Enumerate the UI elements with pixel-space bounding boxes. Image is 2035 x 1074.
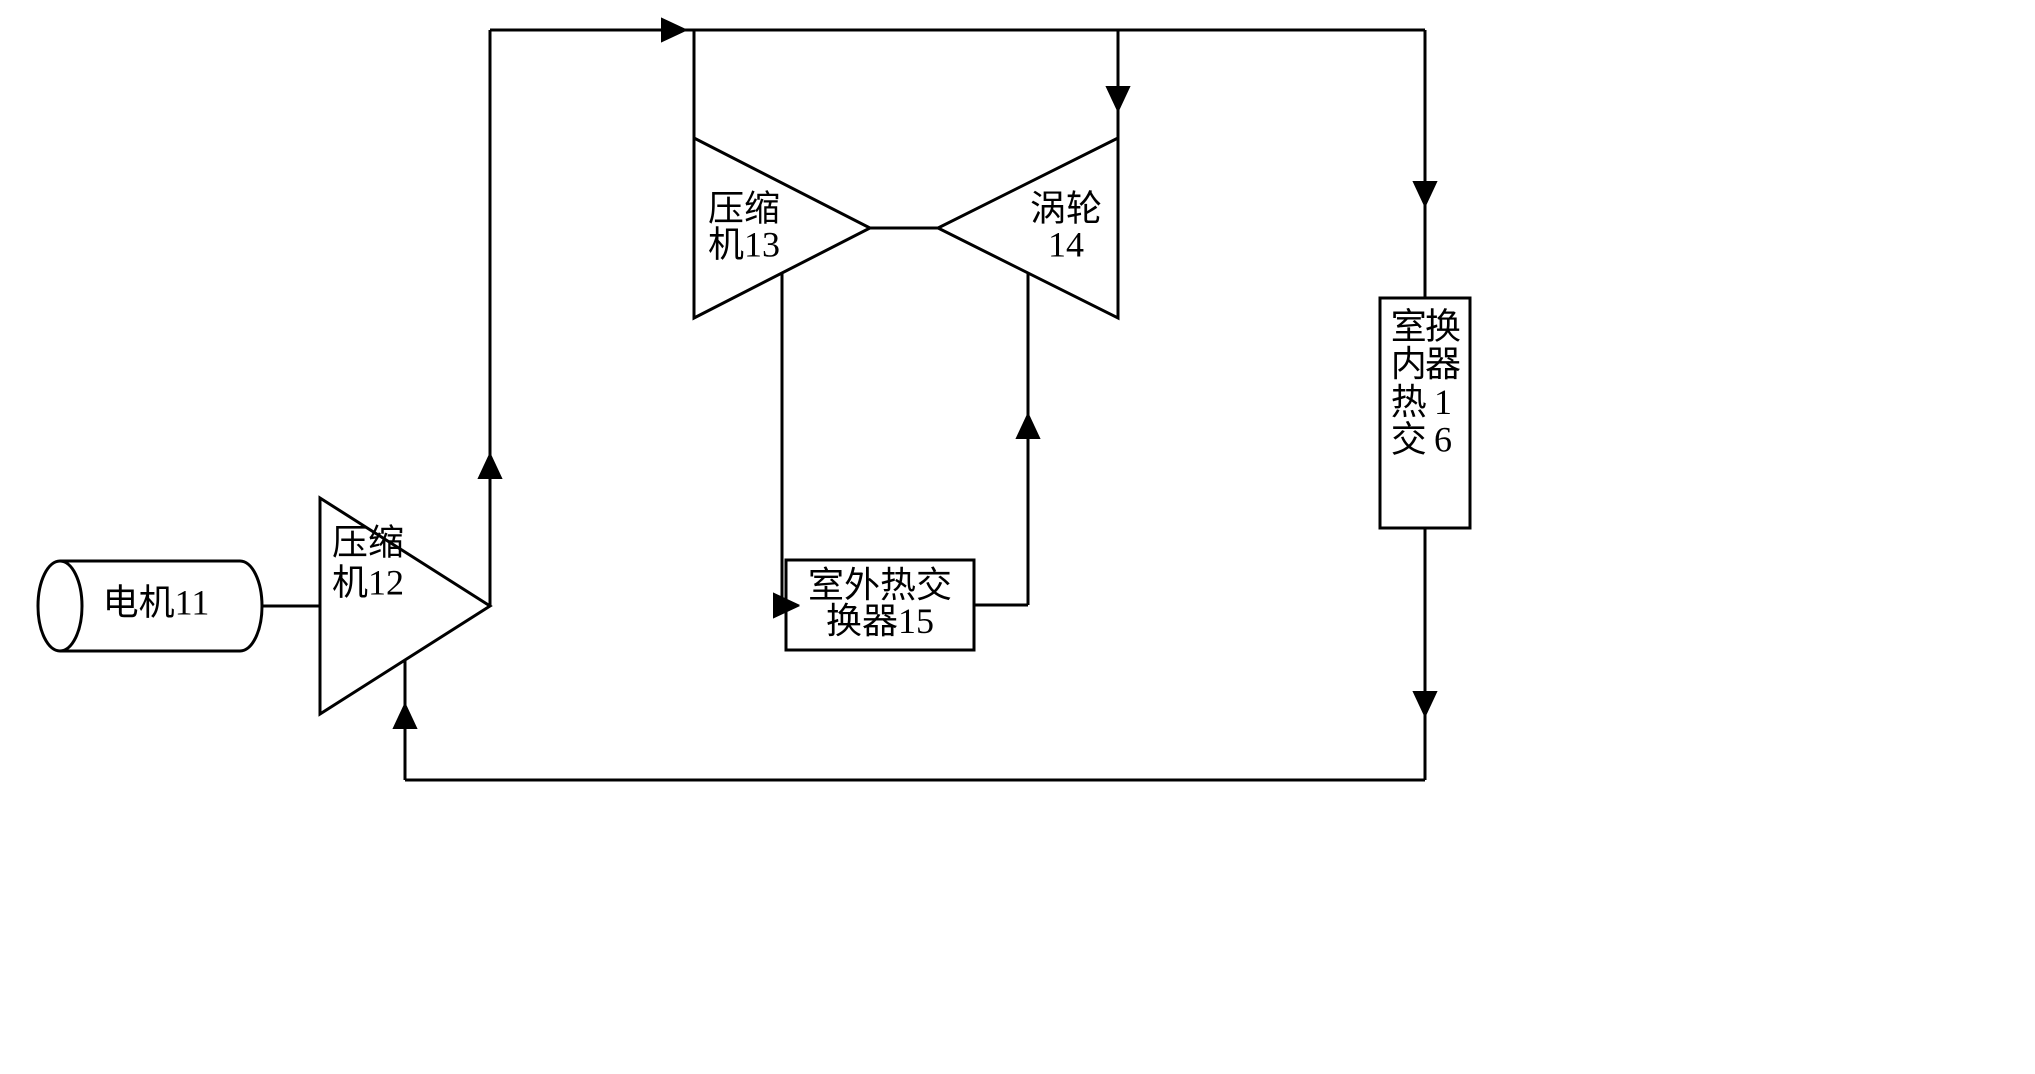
arrow-on_indoor_down (1412, 691, 1437, 718)
turbine-14-label-2: 14 (1048, 224, 1084, 264)
svg-text:内: 内 (1391, 344, 1427, 384)
motor-end-right (240, 561, 262, 651)
arrow-on_turbine_indoor (1412, 181, 1437, 208)
svg-text:室: 室 (1391, 306, 1427, 346)
motor-label: 电机11 (103, 582, 210, 622)
outdoor-hx-label-1: 室外热交 (808, 565, 952, 605)
arrow-on_bottom_to_c12 (392, 702, 417, 729)
arrow-on_c12_up (477, 452, 502, 479)
compressor-13-label-2: 机13 (708, 224, 780, 264)
svg-text:交: 交 (1391, 420, 1427, 460)
outdoor-hx-label-2: 换器15 (826, 601, 934, 641)
svg-text:换: 换 (1425, 306, 1461, 346)
indoor-hx-label-col2: 换器16 (1425, 306, 1461, 459)
compressor-12-label-2: 机12 (332, 562, 404, 602)
turbine-14-label-1: 涡轮 (1030, 188, 1102, 228)
arrow-on_hx_to_turbine_v (1015, 412, 1040, 439)
indoor-hx-label-col1: 室内热交 (1391, 306, 1427, 459)
svg-text:6: 6 (1434, 420, 1452, 460)
motor-end-left (38, 561, 82, 651)
svg-text:1: 1 (1434, 382, 1452, 422)
svg-text:器: 器 (1425, 344, 1461, 384)
svg-text:热: 热 (1391, 382, 1427, 422)
arrow-on_top_to_turbine (1105, 86, 1130, 113)
compressor-12-label-1: 压缩 (332, 522, 404, 562)
compressor-13-label-1: 压缩 (708, 188, 780, 228)
arrow-on_top_h (661, 17, 688, 42)
